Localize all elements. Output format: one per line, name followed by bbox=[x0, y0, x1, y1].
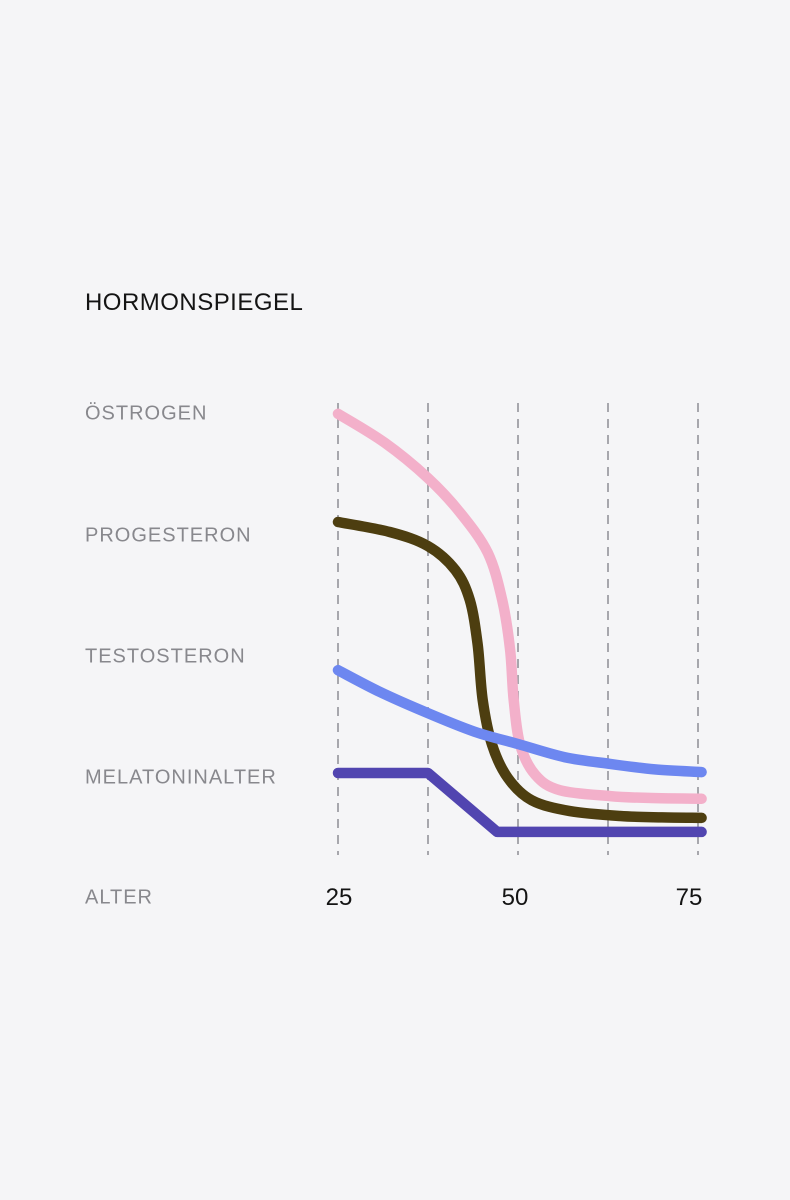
series-label-melatoninalter: MELATONINALTER bbox=[85, 766, 277, 789]
x-tick-25: 25 bbox=[325, 884, 353, 911]
chart-title: HORMONSPIEGEL bbox=[85, 289, 304, 316]
x-axis-label: ALTER bbox=[85, 886, 153, 909]
series-label-oestrogen: ÖSTROGEN bbox=[85, 402, 208, 425]
series-line-oestrogen bbox=[332, 408, 707, 805]
series-line-melatoninalter bbox=[332, 767, 707, 838]
x-tick-75: 75 bbox=[675, 884, 703, 911]
series-line-testosteron bbox=[332, 664, 707, 778]
x-tick-50: 50 bbox=[501, 884, 529, 911]
series-label-progesteron: PROGESTERON bbox=[85, 524, 252, 547]
series-line-progesteron bbox=[332, 516, 707, 824]
series-label-testosteron: TESTOSTERON bbox=[85, 645, 246, 668]
